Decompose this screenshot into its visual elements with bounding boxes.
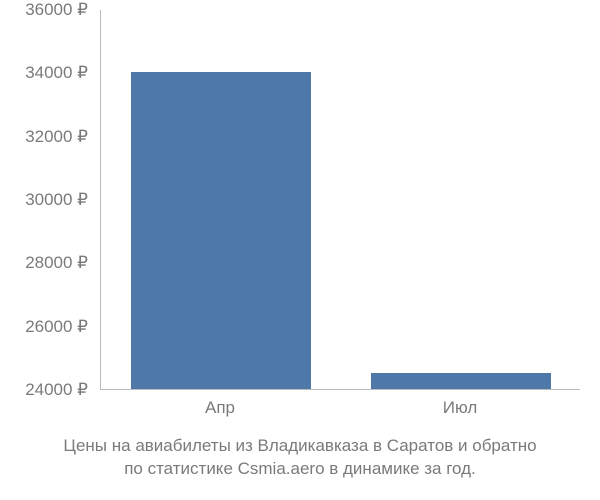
y-tick-label: 30000 ₽	[25, 190, 88, 210]
x-tick-label: Апр	[205, 398, 235, 418]
x-axis: Апр Июл	[100, 398, 580, 428]
bar	[371, 373, 551, 389]
chart-plot	[100, 10, 580, 390]
y-tick-label: 24000 ₽	[25, 380, 88, 400]
bar	[131, 72, 311, 389]
y-tick-label: 34000 ₽	[25, 63, 88, 83]
y-tick-label: 32000 ₽	[25, 127, 88, 147]
y-tick-label: 26000 ₽	[25, 317, 88, 337]
y-axis: 24000 ₽26000 ₽28000 ₽30000 ₽32000 ₽34000…	[0, 10, 100, 390]
caption-line-1: Цены на авиабилеты из Владикавказа в Сар…	[20, 435, 580, 458]
y-tick-label: 36000 ₽	[25, 0, 88, 20]
caption-line-2: по статистике Csmia.aero в динамике за г…	[20, 458, 580, 481]
chart-caption: Цены на авиабилеты из Владикавказа в Сар…	[0, 435, 600, 481]
plot-area	[100, 10, 580, 390]
y-tick-label: 28000 ₽	[25, 253, 88, 273]
x-tick-label: Июл	[443, 398, 478, 418]
